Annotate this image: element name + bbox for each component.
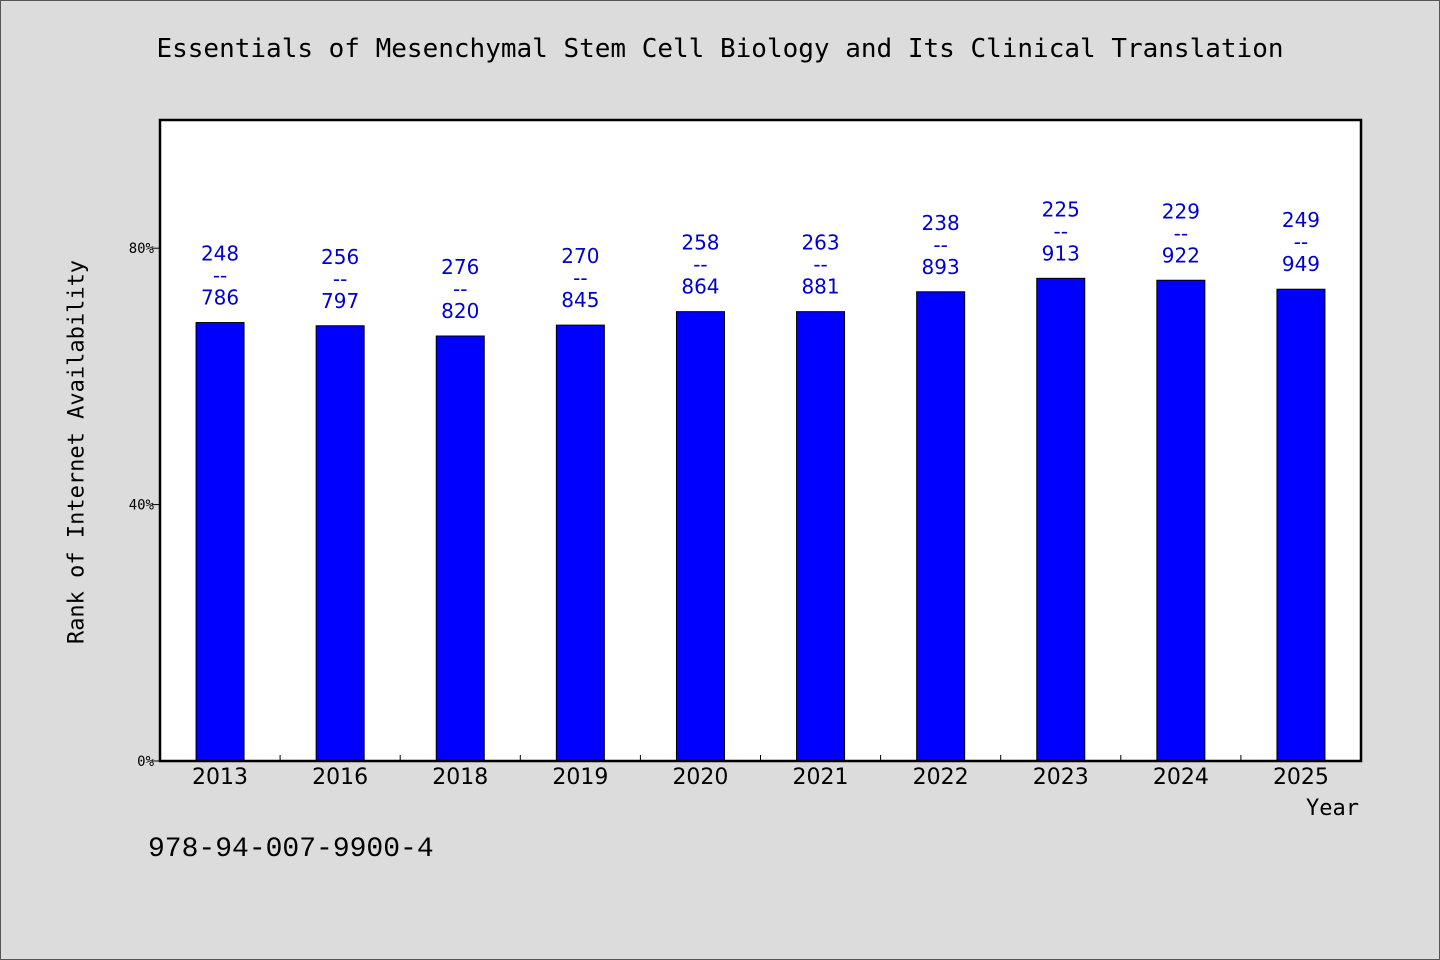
bar-label-bottom: 893 — [922, 255, 960, 279]
plot-area: 0%40%80%2013786--2482016797--2562018820-… — [129, 118, 1363, 790]
bar-label-separator: -- — [453, 277, 467, 301]
bar-label-separator: -- — [573, 266, 587, 290]
bar-label-bottom: 881 — [801, 275, 839, 299]
x-tick-label: 2021 — [793, 765, 849, 790]
y-tick-label: 80% — [129, 241, 155, 257]
bar-label-separator: -- — [333, 267, 347, 291]
bar-label-separator: -- — [1174, 221, 1188, 245]
x-tick-label: 2013 — [192, 765, 248, 790]
y-tick-label: 40% — [129, 498, 155, 514]
bar-label-top: 270 — [561, 244, 599, 268]
bar — [315, 325, 365, 762]
bar-label-separator: -- — [1294, 230, 1308, 254]
bar-label-top: 248 — [201, 242, 239, 266]
bar-label-top: 225 — [1042, 197, 1080, 221]
bar-label-top: 229 — [1162, 199, 1200, 223]
x-tick-label: 2022 — [913, 765, 969, 790]
y-axis-label: Rank of Internet Availability — [64, 259, 90, 645]
x-tick-label: 2023 — [1033, 765, 1089, 790]
bar-label-separator: -- — [693, 253, 707, 277]
bar — [1156, 279, 1206, 762]
plot-border — [158, 118, 1363, 763]
bar-label-bottom: 797 — [321, 289, 359, 313]
bar-label-bottom: 949 — [1282, 252, 1320, 276]
bar — [555, 324, 605, 762]
x-tick-label: 2020 — [672, 765, 728, 790]
bar-label-bottom: 845 — [561, 288, 599, 312]
bar — [435, 335, 485, 762]
x-tick-label: 2025 — [1273, 765, 1329, 790]
bar-label-separator: -- — [1054, 219, 1068, 243]
bar — [796, 311, 846, 762]
bar-label-top: 258 — [681, 231, 719, 255]
bar-label-bottom: 864 — [681, 275, 719, 299]
bar — [1036, 277, 1086, 762]
bar-label-top: 249 — [1282, 208, 1320, 232]
bar-label-bottom: 820 — [441, 299, 479, 323]
bar — [916, 291, 966, 762]
x-axis-label: Year — [1306, 796, 1359, 821]
bar-label-separator: -- — [933, 233, 947, 257]
isbn-text: 978-94-007-9900-4 — [148, 834, 434, 865]
x-tick-label: 2024 — [1153, 765, 1209, 790]
bar-label-separator: -- — [213, 264, 227, 288]
bar — [1276, 288, 1326, 762]
chart-title: Essentials of Mesenchymal Stem Cell Biol… — [156, 34, 1284, 64]
bar — [195, 322, 245, 762]
bar-label-top: 263 — [801, 231, 839, 255]
bar-label-bottom: 786 — [201, 286, 239, 310]
bar-label-separator: -- — [813, 253, 827, 277]
bar-label-top: 256 — [321, 245, 359, 269]
bar-label-bottom: 922 — [1162, 243, 1200, 267]
y-tick-label: 0% — [137, 754, 154, 770]
bar-label-top: 238 — [922, 211, 960, 235]
bar — [675, 311, 725, 762]
x-tick-label: 2019 — [552, 765, 608, 790]
x-tick-label: 2016 — [312, 765, 368, 790]
bar-label-top: 276 — [441, 255, 479, 279]
bar-label-bottom: 913 — [1042, 241, 1080, 265]
x-tick-label: 2018 — [432, 765, 488, 790]
